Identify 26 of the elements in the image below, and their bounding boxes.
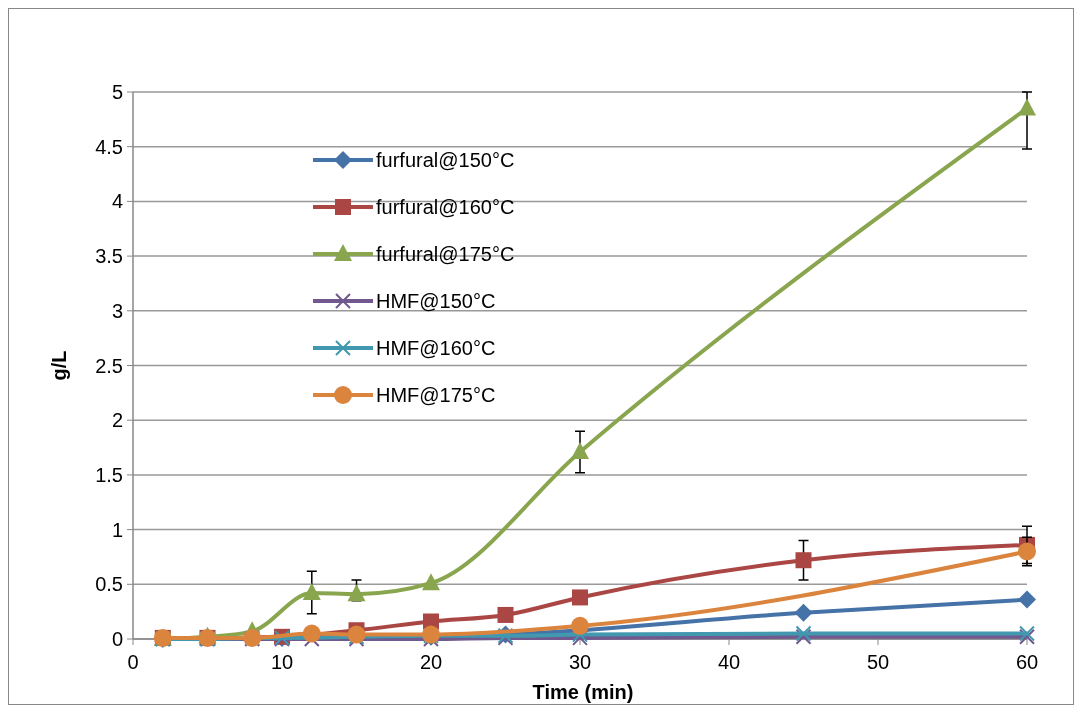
- y-tick-label: 4.5: [95, 135, 123, 158]
- legend-label: HMF@175°C: [376, 384, 496, 406]
- x-tick-label: 10: [270, 651, 294, 673]
- y-tick-label: 0: [111, 628, 123, 650]
- y-tick-label: 2: [111, 409, 123, 432]
- y-tick-label: 2.5: [95, 354, 123, 377]
- y-tick-label: 3: [111, 299, 123, 322]
- x-axis-title: Time (min): [532, 681, 634, 703]
- x-tick-label: 30: [568, 651, 592, 673]
- x-tick-label: 60: [1015, 651, 1039, 673]
- x-tick-label: 20: [419, 651, 443, 673]
- y-tick-label: 3.5: [95, 245, 123, 268]
- y-tick-label: 4: [111, 190, 123, 213]
- legend-label: HMF@150°C: [376, 290, 496, 312]
- legend-label: furfural@160°C: [376, 196, 515, 218]
- x-tick-label: 0: [127, 651, 139, 673]
- legend-label: HMF@160°C: [376, 337, 496, 359]
- x-tick-label: 40: [717, 651, 741, 673]
- y-axis-title: g/L: [48, 350, 70, 381]
- y-tick-label: 5: [111, 81, 123, 103]
- y-tick-label: 1.5: [95, 463, 123, 486]
- y-tick-label: 0.5: [95, 573, 123, 596]
- legend-label: furfural@175°C: [376, 243, 515, 265]
- x-tick-label: 50: [866, 651, 890, 673]
- legend-label: furfural@150°C: [376, 149, 515, 171]
- y-tick-label: 1: [111, 518, 123, 541]
